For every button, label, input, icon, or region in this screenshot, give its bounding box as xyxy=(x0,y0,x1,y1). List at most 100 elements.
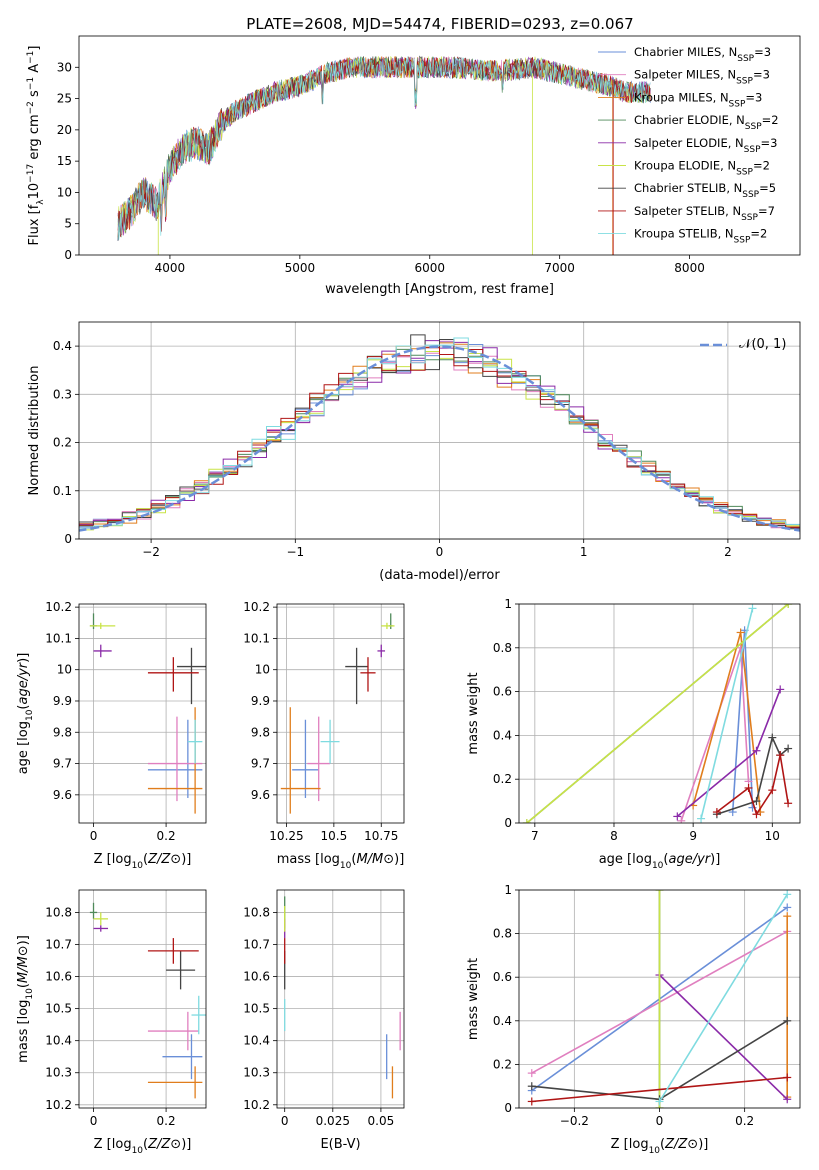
label-part: SSP xyxy=(729,99,746,109)
label-part: Z [ xyxy=(611,1137,629,1152)
spectrum-kroupa-stelib xyxy=(117,56,651,240)
weight-series xyxy=(673,685,785,821)
errorbar-point xyxy=(147,657,199,692)
label-part: −17 xyxy=(26,164,36,183)
label-part: =3 xyxy=(761,136,778,150)
y-tick-label: 0.4 xyxy=(493,1014,512,1028)
x-axis-label: (data-model)/error xyxy=(379,568,500,583)
x-tick-label: 0.2 xyxy=(157,829,176,843)
errorbar-point xyxy=(162,1034,203,1080)
y-tick-label: 1 xyxy=(504,597,512,611)
label-part: =2 xyxy=(762,113,779,127)
errorbar-point xyxy=(280,707,321,814)
label-part: 10 xyxy=(340,861,352,871)
y-tick-label: 0.2 xyxy=(53,436,72,450)
label-part: 10 xyxy=(649,1146,661,1156)
errorbar-point xyxy=(147,707,203,814)
y-tick-label: 0.3 xyxy=(53,387,72,401)
y-tick-label: 9.9 xyxy=(53,694,72,708)
series-line xyxy=(658,974,788,1100)
series-line xyxy=(531,1076,788,1103)
label-part: Chabrier MILES, N xyxy=(634,45,737,59)
y-tick-label: 30 xyxy=(57,60,72,74)
y-tick-label: 10.3 xyxy=(243,1066,270,1080)
label-part: log xyxy=(629,1137,649,1152)
x-tick-label: −0.2 xyxy=(560,1114,589,1128)
y-tick-label: 9.9 xyxy=(251,694,270,708)
weight-series xyxy=(655,890,664,1108)
label-part: Z [ xyxy=(94,852,112,867)
legend-entry: Chabrier STELIB, NSSP=5 xyxy=(634,181,776,200)
label-part: ] xyxy=(27,46,42,51)
y-tick-label: 9.6 xyxy=(53,788,72,802)
errorbar-point xyxy=(307,716,331,802)
y-tick-label: 0.4 xyxy=(53,339,72,353)
label-part: SSP xyxy=(734,236,751,246)
label-part: Kroupa ELODIE, N xyxy=(634,159,736,173)
errorbar-point xyxy=(93,912,109,926)
x-tick-label: 8000 xyxy=(674,261,705,275)
label-part: SSP xyxy=(744,145,761,155)
spectrum-lines xyxy=(117,55,651,241)
label-part: Chabrier STELIB, N xyxy=(634,181,742,195)
y-tick-label: 10.1 xyxy=(45,631,72,645)
label-part: =3 xyxy=(753,68,770,82)
series-line xyxy=(658,893,788,1102)
mass_vs_Z-axes xyxy=(75,890,206,1112)
legend-entry: Chabrier ELODIE, NSSP=2 xyxy=(634,113,779,132)
label-part: Z/Z⊙ xyxy=(147,852,181,867)
y-tick-label: 0.6 xyxy=(493,970,512,984)
errorbar-point xyxy=(147,719,203,798)
label-part: age [ xyxy=(16,741,31,774)
x-tick-label: 10.5 xyxy=(321,829,348,843)
chart-layer: 4000 5000 6000 7000 8000051015202530Chabrier… xyxy=(16,35,801,1156)
errorbar-point xyxy=(360,657,376,692)
label-part: =2 xyxy=(753,159,770,173)
weight-series xyxy=(677,643,753,823)
y-tick-label: 10 xyxy=(57,663,72,677)
label-part: Flux [f xyxy=(27,204,42,245)
label-part: )] xyxy=(16,653,31,663)
errorbar-point xyxy=(89,613,98,630)
label-part: log xyxy=(112,1137,132,1152)
legend-entry: Kroupa ELODIE, NSSP=2 xyxy=(634,159,770,178)
errorbar-point xyxy=(147,1066,203,1099)
label-part: 10 xyxy=(25,988,35,1000)
legend-entry: Kroupa MILES, NSSP=3 xyxy=(634,90,762,109)
y-axis-label: age [log10(age/yr)] xyxy=(16,653,35,775)
y-tick-label: 10.4 xyxy=(45,1034,72,1048)
label-part: mass [ xyxy=(16,1019,31,1062)
y-tick-label: 0.2 xyxy=(493,1057,512,1071)
label-part: SSP xyxy=(742,190,759,200)
x-tick-label: 4000 xyxy=(155,261,186,275)
label-part: 10 xyxy=(132,1146,144,1156)
axes-frame xyxy=(78,603,207,824)
y-tick-label: 0.2 xyxy=(493,772,512,786)
x-tick-label: 0 xyxy=(90,1114,98,1128)
series-line xyxy=(716,754,789,817)
y-tick-label: 9.7 xyxy=(53,757,72,771)
y-tick-label: 10.4 xyxy=(243,1034,270,1048)
x-tick-label: 9 xyxy=(689,829,697,843)
y-tick-label: 9.8 xyxy=(53,725,72,739)
x-tick-label: 7 xyxy=(531,829,539,843)
y-tick-label: 10.2 xyxy=(45,1098,72,1112)
label-part: E(B-V) xyxy=(320,1137,360,1152)
label-part: age/yr xyxy=(668,852,711,867)
x-tick-label: 0 xyxy=(90,829,98,843)
y-tick-label: 0.8 xyxy=(493,641,512,655)
legend-entry: Kroupa STELIB, NSSP=2 xyxy=(634,227,767,246)
x-tick-label: 10.75 xyxy=(364,829,398,843)
x-tick-label: 5000 xyxy=(285,261,316,275)
y-tick-label: 25 xyxy=(57,92,72,106)
errorbar-point xyxy=(345,647,368,705)
label-part: ( xyxy=(351,852,356,867)
label-part: 10 xyxy=(652,861,664,871)
y-tick-label: 0 xyxy=(64,532,72,546)
weight-series xyxy=(655,890,792,1106)
x-tick-label: 0.05 xyxy=(368,1114,395,1128)
label-part: erg cm xyxy=(27,114,42,163)
y-tick-label: 10.2 xyxy=(243,1098,270,1112)
y-axis-label: mass [log10(M/M⊙)] xyxy=(16,935,35,1063)
label-part: age [ xyxy=(599,852,632,867)
